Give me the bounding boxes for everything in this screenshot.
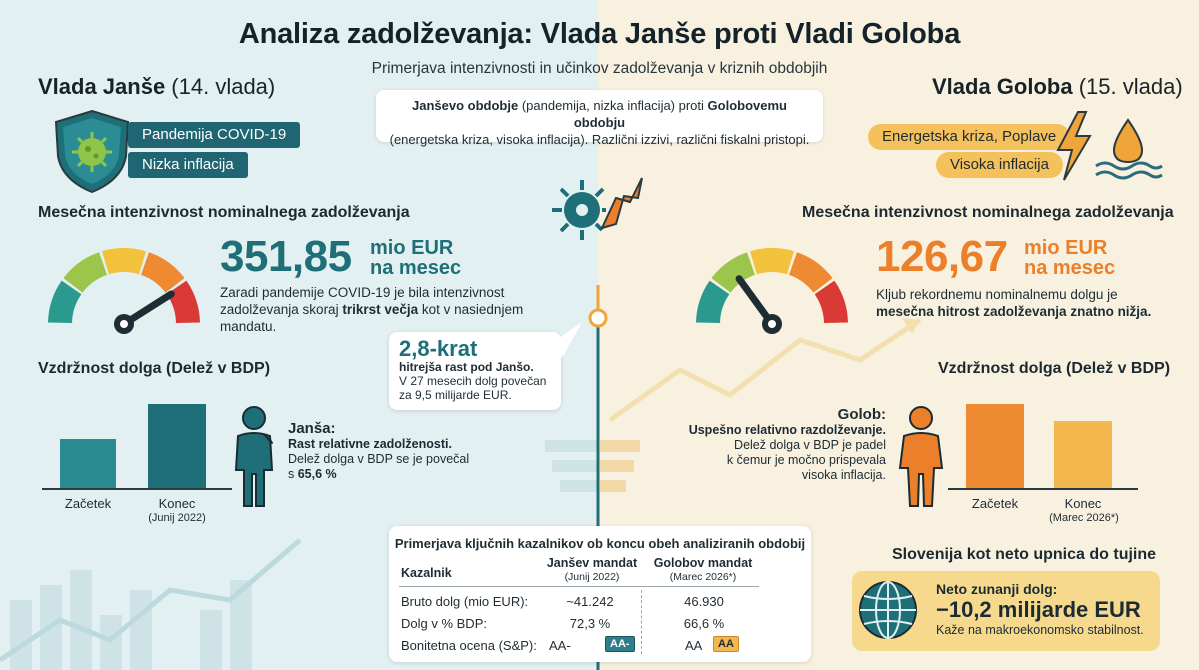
table-row-name: Dolg v % BDP:	[401, 616, 487, 631]
table-col-divider	[641, 590, 642, 654]
gauge-segment	[696, 280, 730, 324]
comparison-summary: Janševo obdobje (pandemija, nizka inflac…	[376, 90, 823, 147]
table-col-golob-sub: (Marec 2026*)	[669, 571, 737, 583]
tag-energy-crisis: Energetska kriza, Poplave	[868, 124, 1071, 150]
left-intensity-value: 351,85	[220, 232, 352, 281]
right-gauge	[696, 248, 848, 334]
table-row-name: Bruto dolg (mio EUR):	[401, 594, 529, 609]
left-gov-title: Vlada Janše (14. vlada)	[38, 74, 276, 99]
indicator-table: Primerjava ključnih kazalnikov ob koncu …	[389, 526, 811, 662]
table-cell: 46.930	[684, 594, 724, 609]
table-cell: 72,3 %	[569, 616, 611, 631]
left-intensity-unit: mio EUR na mesec	[370, 237, 462, 279]
table-col-jansa-sub: (Junij 2022)	[564, 571, 620, 583]
table-cell: AA	[685, 638, 703, 653]
timeline-node	[588, 308, 608, 328]
table-cell: AA-	[549, 638, 571, 653]
gauge-segment	[166, 280, 200, 324]
left-bar-label-end: Konec	[158, 496, 196, 511]
right-sustain-heading: Vzdržnost dolga (Delež v BDP)	[938, 360, 1171, 377]
gauge-segment	[63, 252, 108, 294]
page-title: Analiza zadolževanja: Vlada Janše proti …	[238, 18, 961, 50]
right-bar-end	[1054, 421, 1112, 488]
gauge-segment	[711, 252, 756, 294]
right-bar-label-start: Začetek	[971, 496, 1019, 511]
table-divider	[399, 586, 759, 587]
left-intensity-note: Zaradi pandemije COVID-19 je bila intenz…	[220, 285, 524, 334]
right-bar-sub-end: (Marec 2026*)	[1049, 512, 1119, 524]
table-title: Primerjava ključnih kazalnikov ob koncu …	[394, 536, 806, 551]
gauge-segment	[749, 248, 795, 275]
table-row-name: Bonitetna ocena (S&P):	[401, 638, 537, 653]
callout-pointer	[556, 322, 582, 358]
right-gov-title: Vlada Goloba (15. vlada)	[932, 74, 1183, 99]
rating-badge-golob: AA	[713, 636, 739, 652]
table-cell: ~41.242	[566, 594, 614, 609]
growth-callout: 2,8-krat hitrejša rast pod Janšo. V 27 m…	[389, 332, 561, 410]
right-axis	[948, 488, 1138, 490]
left-axis	[42, 488, 232, 490]
gauge-segment	[140, 252, 185, 294]
table-col-jansa: Janšev mandat	[546, 556, 638, 570]
right-intensity-note: Kljub rekordnemu nominalnemu dolgu je me…	[876, 287, 1152, 319]
tag-high-inflation: Visoka inflacija	[936, 152, 1063, 178]
debtor-heading: Slovenija kot neto upnica do tujine	[892, 546, 1157, 563]
lightning-icon	[1056, 111, 1092, 181]
left-bar-end	[148, 404, 206, 488]
left-person-note: Janša: Rast relativne zadolženosti. Dele…	[288, 420, 470, 481]
right-intensity-heading: Mesečna intenzivnost nominalnega zadolže…	[802, 204, 1174, 221]
left-bar-sub-end: (Junij 2022)	[148, 512, 206, 524]
left-sustain-heading: Vzdržnost dolga (Delež v BDP)	[38, 360, 271, 377]
right-person-note: Golob: Uspešno relativno razdolževanje. …	[688, 406, 886, 482]
left-gauge	[48, 248, 200, 334]
left-bar-start	[60, 439, 116, 488]
right-bar-label-end: Konec	[1064, 496, 1102, 511]
flood-drop-icon	[1095, 118, 1163, 180]
virus-vs-crisis-icon	[552, 177, 643, 240]
gauge-segment	[101, 248, 147, 275]
left-intensity-heading: Mesečna intenzivnost nominalnega zadolže…	[38, 204, 410, 221]
table-col-indicator: Kazalnik	[401, 566, 452, 580]
right-intensity-unit: mio EUR na mesec	[1024, 237, 1116, 279]
gauge-segment	[788, 252, 833, 294]
right-intensity-value: 126,67	[876, 232, 1008, 281]
globe-icon	[859, 581, 917, 639]
standing-person-icon	[898, 406, 944, 507]
right-bar-start	[966, 404, 1024, 488]
page-subtitle: Primerjava intenzivnosti in učinkov zado…	[371, 60, 828, 77]
left-bar-label-start: Začetek	[64, 496, 112, 511]
thinking-person-icon	[234, 406, 274, 507]
gauge-segment	[814, 280, 848, 324]
tag-pandemic: Pandemija COVID-19	[128, 122, 301, 148]
rating-badge-jansa: AA-	[605, 636, 635, 652]
virus-shield-icon	[54, 109, 130, 194]
gauge-segment	[48, 280, 82, 324]
tag-low-inflation: Nizka inflacija	[128, 152, 248, 178]
table-col-golob: Golobov mandat	[653, 556, 753, 570]
table-cell: 66,6 %	[683, 616, 725, 631]
